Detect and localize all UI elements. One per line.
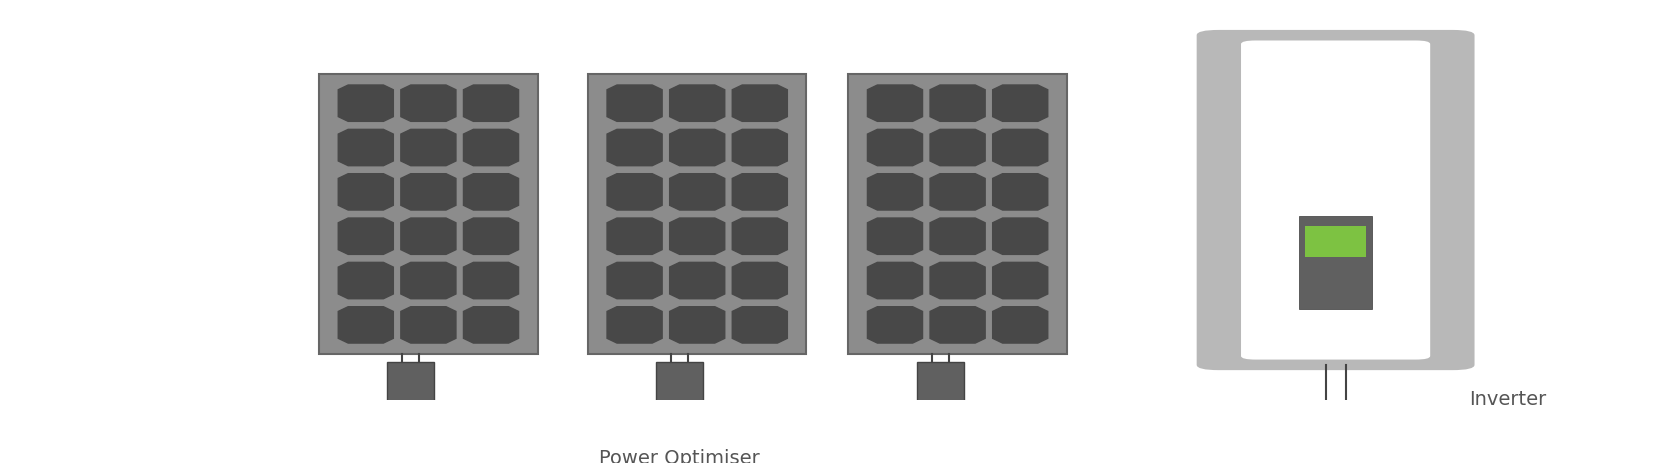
Polygon shape	[338, 129, 393, 166]
Bar	[674, 408, 677, 414]
Bar	[924, 408, 927, 414]
Polygon shape	[931, 218, 984, 254]
Polygon shape	[931, 307, 984, 343]
Polygon shape	[338, 218, 393, 254]
Polygon shape	[993, 129, 1048, 166]
Polygon shape	[867, 307, 922, 343]
Bar	[848, 74, 1067, 354]
Bar	[664, 408, 667, 414]
Polygon shape	[402, 174, 455, 210]
Text: Inverter: Inverter	[1468, 389, 1546, 409]
Polygon shape	[464, 263, 519, 299]
Bar	[588, 74, 806, 354]
Bar	[953, 408, 956, 414]
Polygon shape	[670, 174, 724, 210]
Bar	[1299, 216, 1373, 309]
Bar	[395, 408, 398, 414]
Polygon shape	[867, 129, 922, 166]
Polygon shape	[670, 263, 724, 299]
Polygon shape	[606, 263, 662, 299]
Polygon shape	[993, 307, 1048, 343]
Polygon shape	[338, 263, 393, 299]
Polygon shape	[867, 174, 922, 210]
Polygon shape	[464, 129, 519, 166]
Polygon shape	[402, 218, 455, 254]
Bar	[405, 408, 408, 414]
Polygon shape	[606, 85, 662, 121]
Polygon shape	[464, 174, 519, 210]
Polygon shape	[402, 129, 455, 166]
Polygon shape	[338, 307, 393, 343]
Polygon shape	[993, 263, 1048, 299]
Bar	[692, 408, 696, 414]
Polygon shape	[732, 85, 788, 121]
Polygon shape	[732, 129, 788, 166]
Polygon shape	[464, 307, 519, 343]
Polygon shape	[732, 174, 788, 210]
Polygon shape	[993, 218, 1048, 254]
Polygon shape	[732, 218, 788, 254]
Polygon shape	[606, 218, 662, 254]
Polygon shape	[931, 174, 984, 210]
Polygon shape	[931, 263, 984, 299]
Polygon shape	[402, 85, 455, 121]
Bar	[1305, 226, 1366, 257]
Polygon shape	[338, 174, 393, 210]
Polygon shape	[338, 85, 393, 121]
Polygon shape	[606, 307, 662, 343]
Polygon shape	[606, 129, 662, 166]
Polygon shape	[867, 263, 922, 299]
Polygon shape	[402, 263, 455, 299]
Bar	[917, 362, 964, 408]
Polygon shape	[867, 85, 922, 121]
Polygon shape	[867, 218, 922, 254]
FancyBboxPatch shape	[1242, 40, 1430, 360]
Bar	[942, 408, 948, 414]
Bar	[934, 408, 937, 414]
Bar	[388, 362, 435, 408]
Polygon shape	[931, 129, 984, 166]
Polygon shape	[993, 174, 1048, 210]
Polygon shape	[464, 218, 519, 254]
Polygon shape	[670, 307, 724, 343]
Polygon shape	[670, 85, 724, 121]
FancyBboxPatch shape	[1196, 30, 1475, 370]
Polygon shape	[732, 263, 788, 299]
Polygon shape	[606, 174, 662, 210]
Polygon shape	[402, 307, 455, 343]
Bar	[413, 408, 418, 414]
Polygon shape	[670, 218, 724, 254]
Polygon shape	[670, 129, 724, 166]
Text: Power Optimiser: Power Optimiser	[600, 450, 759, 463]
Polygon shape	[931, 85, 984, 121]
Bar	[423, 408, 427, 414]
Bar	[319, 74, 538, 354]
Polygon shape	[464, 85, 519, 121]
Polygon shape	[732, 307, 788, 343]
Polygon shape	[993, 85, 1048, 121]
Bar	[657, 362, 704, 408]
Bar	[682, 408, 687, 414]
